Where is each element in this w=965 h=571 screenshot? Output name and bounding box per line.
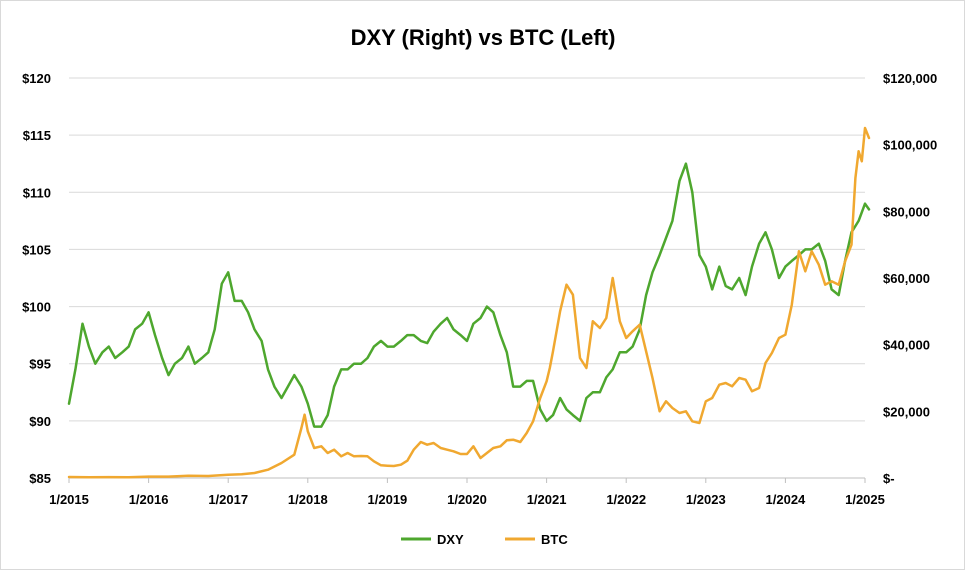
x-tick-label: 1/2015 bbox=[49, 492, 89, 507]
left-tick-label: $115 bbox=[23, 128, 51, 143]
legend-dxy-label: DXY bbox=[437, 532, 464, 547]
x-tick-label: 1/2017 bbox=[208, 492, 248, 507]
legend-btc-label: BTC bbox=[541, 532, 568, 547]
x-tick-label: 1/2019 bbox=[368, 492, 408, 507]
right-tick-label: $80,000 bbox=[883, 204, 930, 219]
right-tick-label: $40,000 bbox=[883, 338, 930, 353]
right-axis-ticks: $- $20,000 $40,000 $60,000 $80,000 $100,000 $1… bbox=[883, 71, 937, 486]
right-tick-label: $120,000 bbox=[883, 71, 937, 86]
left-tick-label: $85 bbox=[29, 471, 51, 486]
x-tick-label: 1/2021 bbox=[527, 492, 567, 507]
x-tick-label: 1/2022 bbox=[606, 492, 646, 507]
x-tick-label: 1/2024 bbox=[766, 492, 807, 507]
x-tick-label: 1/2020 bbox=[447, 492, 487, 507]
series-line-dxy bbox=[67, 162, 871, 428]
x-tick-label: 1/2018 bbox=[288, 492, 328, 507]
series-line-btc bbox=[67, 126, 871, 479]
left-tick-label: $100 bbox=[22, 300, 51, 315]
left-tick-label: $95 bbox=[29, 357, 51, 372]
right-tick-label: $20,000 bbox=[883, 404, 930, 419]
left-tick-label: $105 bbox=[22, 242, 51, 257]
series-layer bbox=[67, 126, 871, 479]
x-tick-label: 1/2025 bbox=[845, 492, 885, 507]
x-axis-ticks: 1/2015 1/2016 1/2017 1/2018 1/2019 1/2020 1/20… bbox=[49, 478, 885, 507]
chart-title: DXY (Right) vs BTC (Left) bbox=[351, 25, 616, 50]
left-tick-label: $110 bbox=[23, 185, 51, 200]
legend: DXY BTC bbox=[401, 532, 568, 547]
right-tick-label: $- bbox=[883, 471, 895, 486]
x-tick-label: 1/2016 bbox=[129, 492, 169, 507]
right-tick-label: $60,000 bbox=[883, 271, 930, 286]
left-axis-ticks: $85 $90 $95 $100 $105 $110 $115 $120 bbox=[22, 71, 51, 486]
right-tick-label: $100,000 bbox=[883, 138, 937, 153]
gridlines bbox=[69, 77, 865, 479]
x-tick-label: 1/2023 bbox=[686, 492, 726, 507]
left-tick-label: $90 bbox=[29, 414, 51, 429]
left-tick-label: $120 bbox=[22, 71, 51, 86]
